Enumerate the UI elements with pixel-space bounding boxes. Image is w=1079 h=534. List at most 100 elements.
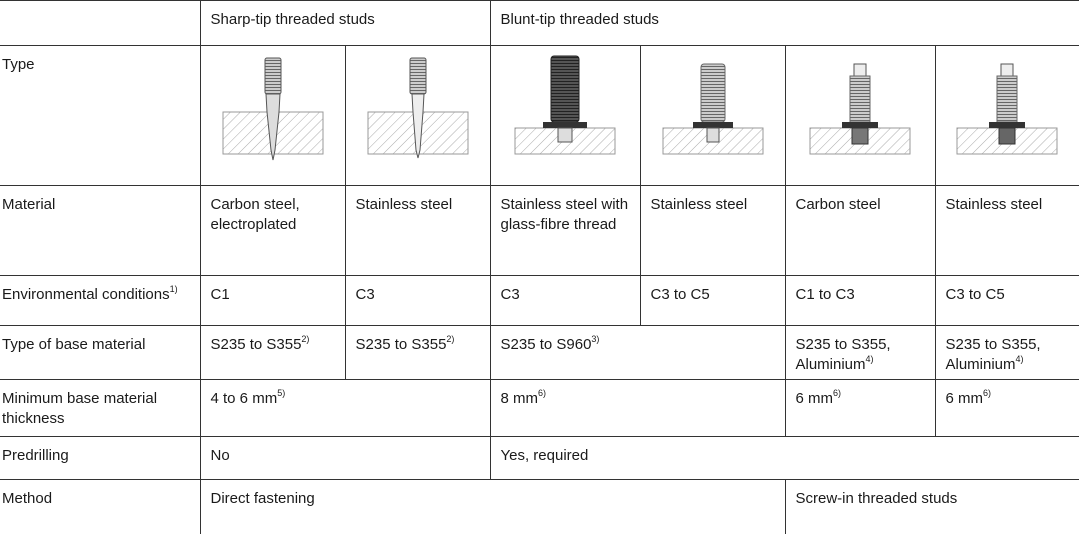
footnote-marker: 6) — [538, 388, 547, 398]
label-text: Type — [2, 56, 35, 73]
cell: C3 — [344, 275, 490, 326]
cell-text: C1 — [210, 286, 230, 303]
cell-text: Stainless steel with glass-fibre thread — [500, 196, 629, 233]
header-cell: Blunt-tip threaded studs — [489, 0, 1079, 46]
cell-text: S235 to S355 — [210, 336, 302, 353]
row: Type of base material S235 to S3552) S23… — [0, 325, 1079, 380]
cell: S235 to S9603) — [489, 325, 785, 380]
row-label: Environmental conditions1) — [0, 275, 200, 326]
cell: C1 — [199, 275, 345, 326]
cell-text: 6 mm — [945, 390, 984, 407]
row-label: Method — [0, 479, 200, 534]
cell: No — [199, 436, 490, 480]
cell-text: S235 to S960 — [500, 336, 592, 353]
footnote-marker: 6) — [983, 388, 992, 398]
cell-text: Predrilling — [2, 447, 69, 464]
footnote-marker: 4) — [1015, 354, 1024, 364]
cell: 8 mm6) — [489, 379, 785, 437]
cell: 6 mm6) — [784, 379, 935, 437]
footnote-marker: 2) — [301, 334, 310, 344]
stud-image — [367, 57, 468, 159]
image-cell — [199, 45, 345, 186]
cell: Stainless steel — [344, 185, 490, 276]
cell-text: C3 to C5 — [945, 286, 1005, 303]
header-text: Blunt-tip threaded studs — [500, 11, 659, 28]
cell-text: Stainless steel — [355, 196, 453, 213]
header-cell: Sharp-tip threaded studs — [199, 0, 490, 46]
cell-text: Screw-in threaded studs — [795, 490, 958, 507]
row: Predrilling No Yes, required — [0, 436, 1079, 480]
cell: Stainless steel with glass-fibre thread — [489, 185, 640, 276]
row-label: Type — [0, 45, 200, 186]
footnote-marker: 1) — [169, 284, 178, 294]
header-row: Sharp-tip threaded studs Blunt-tip threa… — [0, 0, 1079, 46]
cell-text: Environmental conditions — [2, 286, 170, 303]
cell-text: No — [210, 447, 230, 464]
cell: S235 to S3552) — [344, 325, 490, 380]
cell-text: C3 — [355, 286, 375, 303]
cell-text: Type of base material — [2, 336, 146, 353]
cell-text: Method — [2, 490, 53, 507]
cell-text: S235 to S355, Aluminium — [945, 336, 1041, 373]
cell-text: Yes, required — [500, 447, 589, 464]
cell-text: 4 to 6 mm — [210, 390, 278, 407]
image-cell — [934, 45, 1079, 186]
cell: S235 to S355, Aluminium4) — [784, 325, 935, 380]
row: Type — [0, 45, 1079, 186]
cell: Screw-in threaded studs — [784, 479, 1079, 534]
footnote-marker: 5) — [277, 388, 286, 398]
cell: Yes, required — [489, 436, 1079, 480]
cell-text: Carbon steel, electroplated — [210, 196, 300, 233]
row-label: Type of base material — [0, 325, 200, 380]
cell: C1 to C3 — [784, 275, 935, 326]
cell: S235 to S355, Aluminium4) — [934, 325, 1079, 380]
cell: Carbon steel — [784, 185, 935, 276]
cell-text: Minimum base material thickness — [2, 390, 158, 427]
cell-text: S235 to S355 — [355, 336, 447, 353]
cell: S235 to S3552) — [199, 325, 345, 380]
cell: 6 mm6) — [934, 379, 1079, 437]
cell-text: Stainless steel — [650, 196, 748, 213]
stud-image — [514, 55, 616, 155]
cell-text: Carbon steel — [795, 196, 881, 213]
cell: C3 to C5 — [639, 275, 785, 326]
cell: 4 to 6 mm5) — [199, 379, 490, 437]
stud-image — [222, 57, 323, 161]
row-label: Material — [0, 185, 200, 276]
stud-image — [956, 63, 1058, 155]
row: Material Carbon steel, electroplated Sta… — [0, 185, 1079, 276]
cell-text: Material — [2, 196, 56, 213]
cell-text: S235 to S355, Aluminium — [795, 336, 891, 373]
row-label: Predrilling — [0, 436, 200, 480]
cell: Stainless steel — [639, 185, 785, 276]
row: Method Direct fastening Screw-in threade… — [0, 479, 1079, 534]
cell-text: Direct fastening — [210, 490, 315, 507]
cell-text: C1 to C3 — [795, 286, 855, 303]
cell: Stainless steel — [934, 185, 1079, 276]
row: Environmental conditions1) C1 C3 C3 C3 t… — [0, 275, 1079, 326]
image-cell — [784, 45, 935, 186]
row: Minimum base material thickness 4 to 6 m… — [0, 379, 1079, 437]
image-cell — [344, 45, 490, 186]
stud-image — [662, 63, 763, 155]
stud-image — [809, 63, 911, 155]
footnote-marker: 2) — [446, 334, 455, 344]
cell: C3 to C5 — [934, 275, 1079, 326]
footnote-marker: 3) — [591, 334, 600, 344]
footnote-marker: 6) — [833, 388, 842, 398]
cell-text: Stainless steel — [945, 196, 1043, 213]
corner-cell — [0, 0, 200, 46]
cell-text: 8 mm — [500, 390, 539, 407]
cell: Carbon steel, electroplated — [199, 185, 345, 276]
cell: C3 — [489, 275, 640, 326]
header-text: Sharp-tip threaded studs — [210, 11, 375, 28]
cell: Direct fastening — [199, 479, 785, 534]
cell-text: C3 to C5 — [650, 286, 710, 303]
image-cell — [639, 45, 785, 186]
cell-text: 6 mm — [795, 390, 834, 407]
footnote-marker: 4) — [865, 354, 874, 364]
row-label: Minimum base material thickness — [0, 379, 200, 437]
cell-text: C3 — [500, 286, 520, 303]
